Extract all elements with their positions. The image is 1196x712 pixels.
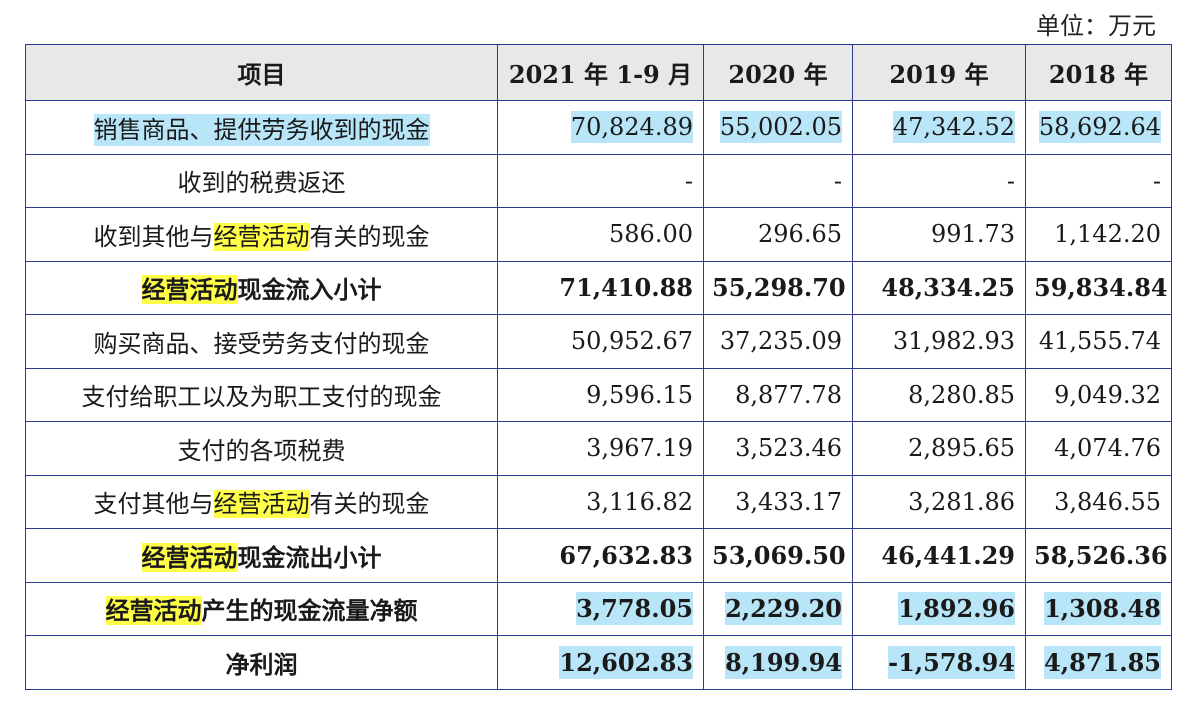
table-row: 购买商品、接受劳务支付的现金 50,952.67 37,235.09 31,98… [25,314,1172,369]
row-value: 3,523.46 [703,421,853,476]
row-value: 2,229.20 [703,581,853,636]
row-value: -1,578.94 [852,635,1026,690]
row-value: 1,308.48 [1025,581,1172,636]
table-row-subtotal: 经营活动现金流出小计 67,632.83 53,069.50 46,441.29… [25,528,1172,583]
row-value: 296.65 [703,207,853,262]
table-row-net-profit: 净利润 12,602.83 8,199.94 -1,578.94 4,871.8… [25,635,1172,690]
row-value: 3,433.17 [703,474,853,529]
row-value: 50,952.67 [497,314,704,369]
row-value: 67,632.83 [497,528,704,583]
row-value: 4,074.76 [1025,421,1172,476]
row-value: 55,002.05 [703,100,853,155]
row-value: 3,778.05 [497,581,704,636]
row-value: 9,049.32 [1025,367,1172,422]
table-header-row: 项目 2021 年 1-9 月 2020 年 2019 年 2018 年 [25,44,1172,101]
row-value: 1,892.96 [852,581,1026,636]
header-2018: 2018 年 [1025,44,1172,101]
row-value: 71,410.88 [497,260,704,315]
row-value: 55,298.70 [703,260,853,315]
row-value: 70,824.89 [497,100,704,155]
row-value: 12,602.83 [497,635,704,690]
header-2020: 2020 年 [703,44,853,101]
unit-label: 单位：万元 [1036,12,1156,40]
row-value: 31,982.93 [852,314,1026,369]
highlight-keyword: 经营活动 [141,542,238,572]
row-value: 8,877.78 [703,367,853,422]
highlight-keyword: 经营活动 [141,275,238,305]
row-value: 8,199.94 [703,635,853,690]
row-label: 收到其他与经营活动有关的现金 [25,207,498,262]
row-label: 销售商品、提供劳务收到的现金 [25,100,498,155]
table-row: 销售商品、提供劳务收到的现金 70,824.89 55,002.05 47,34… [25,100,1172,155]
row-label: 净利润 [25,635,498,690]
highlight-keyword: 经营活动 [213,490,310,519]
row-value: - [852,153,1026,208]
table-row: 支付给职工以及为职工支付的现金 9,596.15 8,877.78 8,280.… [25,367,1172,422]
row-value: 41,555.74 [1025,314,1172,369]
row-value: 3,116.82 [497,474,704,529]
row-value: 53,069.50 [703,528,853,583]
row-value: - [703,153,853,208]
row-value: 3,846.55 [1025,474,1172,529]
row-label: 收到的税费返还 [25,153,498,208]
row-value: 3,967.19 [497,421,704,476]
row-label: 经营活动现金流入小计 [25,260,498,315]
row-label: 购买商品、接受劳务支付的现金 [25,314,498,369]
row-label: 经营活动现金流出小计 [25,528,498,583]
row-value: 37,235.09 [703,314,853,369]
row-value: - [1025,153,1172,208]
table-row: 支付的各项税费 3,967.19 3,523.46 2,895.65 4,074… [25,421,1172,476]
header-2021: 2021 年 1-9 月 [497,44,704,101]
row-value: 1,142.20 [1025,207,1172,262]
row-label: 支付其他与经营活动有关的现金 [25,474,498,529]
row-value: 8,280.85 [852,367,1026,422]
row-value: 47,342.52 [852,100,1026,155]
row-label: 支付的各项税费 [25,421,498,476]
row-value: 9,596.15 [497,367,704,422]
table-row: 收到的税费返还 - - - - [25,153,1172,208]
row-value: 3,281.86 [852,474,1026,529]
highlight-keyword: 经营活动 [213,222,310,251]
row-value: 58,526.36 [1025,528,1172,583]
cash-flow-table: 项目 2021 年 1-9 月 2020 年 2019 年 2018 年 销售商… [25,44,1172,690]
highlight-keyword: 经营活动 [105,596,202,626]
row-value: 46,441.29 [852,528,1026,583]
table-row: 支付其他与经营活动有关的现金 3,116.82 3,433.17 3,281.8… [25,474,1172,529]
table-row: 收到其他与经营活动有关的现金 586.00 296.65 991.73 1,14… [25,207,1172,262]
header-2019: 2019 年 [852,44,1026,101]
row-label-text: 销售商品、提供劳务收到的现金 [93,113,430,146]
row-value: 48,334.25 [852,260,1026,315]
row-value: - [497,153,704,208]
header-item: 项目 [25,44,498,101]
row-label: 支付给职工以及为职工支付的现金 [25,367,498,422]
table-row-subtotal: 经营活动现金流入小计 71,410.88 55,298.70 48,334.25… [25,260,1172,315]
table-row-net-cash-flow: 经营活动产生的现金流量净额 3,778.05 2,229.20 1,892.96… [25,581,1172,636]
row-value: 58,692.64 [1025,100,1172,155]
row-value: 586.00 [497,207,704,262]
row-value: 4,871.85 [1025,635,1172,690]
row-value: 2,895.65 [852,421,1026,476]
row-label: 经营活动产生的现金流量净额 [25,581,498,636]
row-value: 59,834.84 [1025,260,1172,315]
row-value: 991.73 [852,207,1026,262]
